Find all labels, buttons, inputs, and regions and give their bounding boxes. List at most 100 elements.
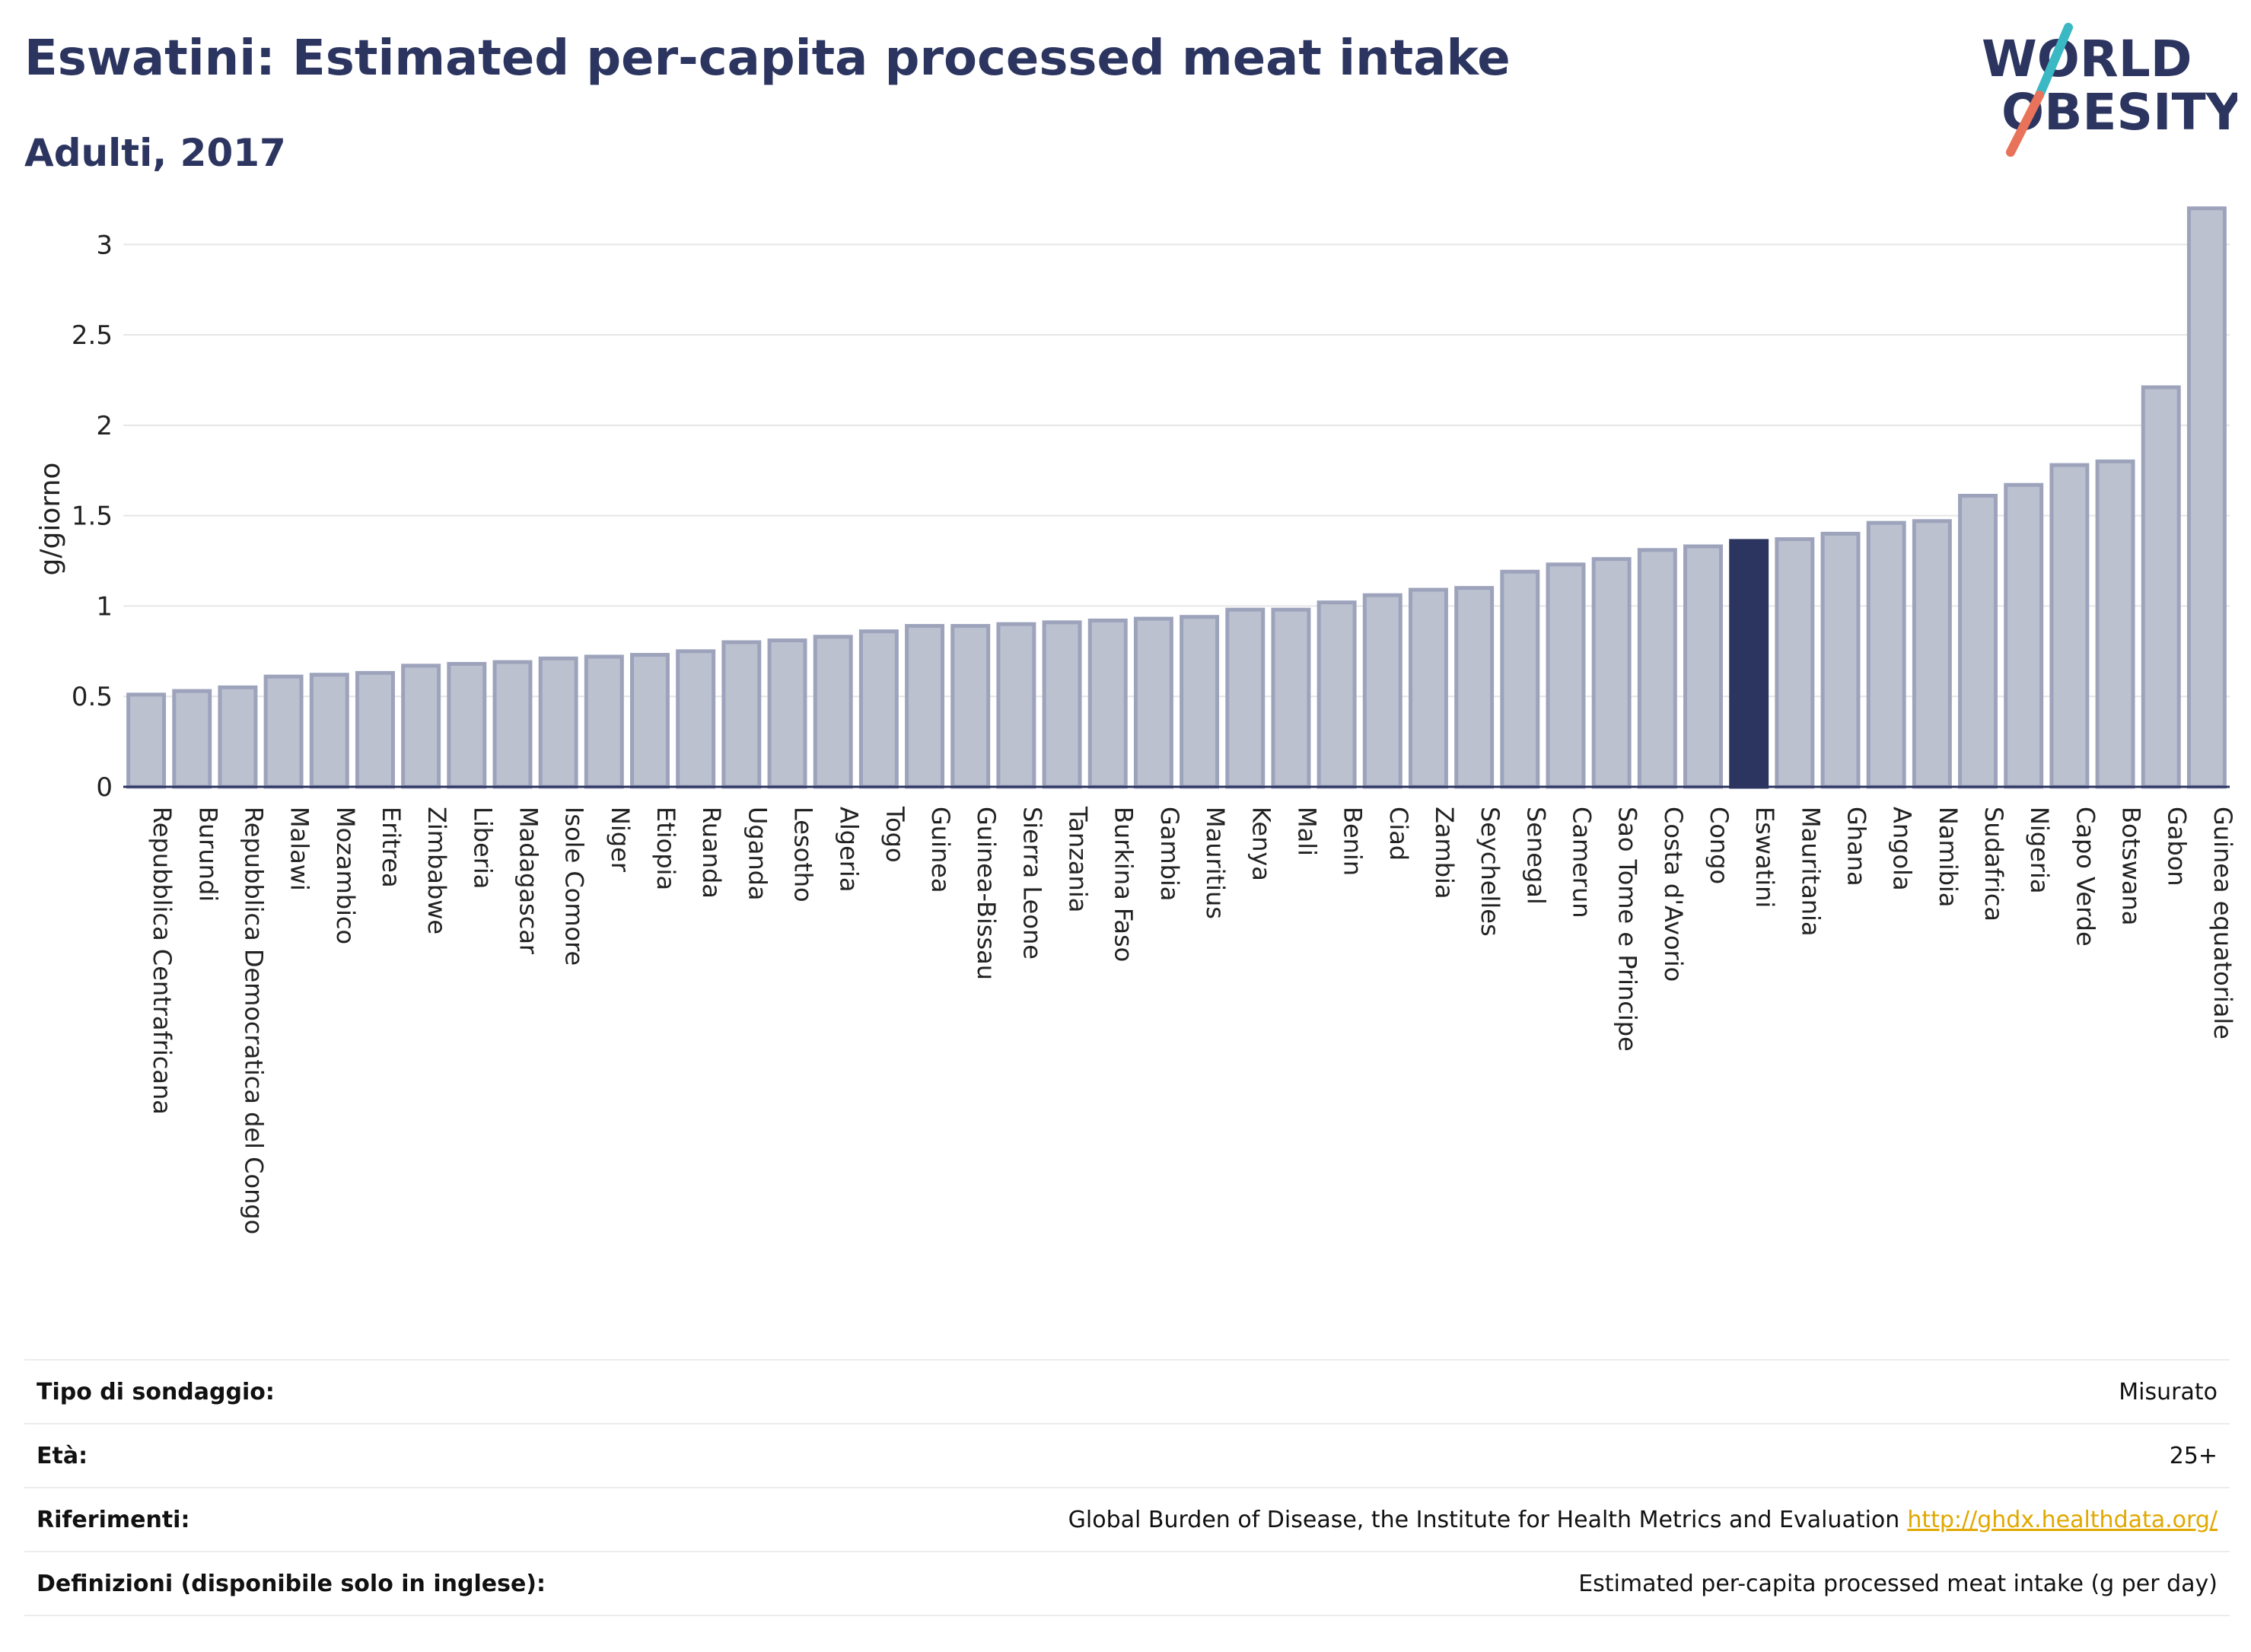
bar [858,629,899,789]
x-tick-label: Eritrea [377,807,406,888]
bar [1133,616,1173,789]
bar [1912,519,1952,789]
x-tick-label: Capo Verde [2071,807,2100,947]
reference-link[interactable]: http://ghdx.healthdata.org/ [1907,1507,2218,1533]
x-tick-label: Guinea [926,807,955,893]
chart-subtitle: Adulti, 2017 [24,131,286,175]
x-tick-label: Repubblica Democratica del Congo [239,807,268,1234]
x-tick-label: Uganda [743,807,772,901]
info-row-definitions: Definizioni (disponibile solo in inglese… [24,1551,2230,1616]
x-tick-label: Seychelles [1476,807,1504,937]
x-tick-label: Angola [1888,807,1917,891]
bar-chart: 0 0.5 1 1.5 2 2.5 3 Repubblica Centrafricana Bur… [35,206,2237,1234]
x-tick-label: Niger [606,807,635,873]
logo-line1: WORLD [1982,30,2192,88]
x-tick-label: Repubblica Centrafricana [148,807,177,1115]
info-row-survey-type: Tipo di sondaggio: Misurato [24,1359,2230,1423]
bar [630,653,670,789]
bar [996,622,1036,789]
x-tick-label: Mali [1292,807,1321,856]
info-row-references: Riferimenti: Global Burden of Disease, t… [24,1487,2230,1551]
y-tick-label: 2 [96,411,113,441]
bar [1317,600,1357,789]
bar [126,692,167,789]
y-tick-label: 3 [96,230,113,260]
info-label: Definizioni (disponibile solo in inglese… [37,1571,546,1597]
axes: 0 0.5 1 1.5 2 2.5 3 Repubblica Centrafricana Bur… [72,230,2237,1234]
info-value: Estimated per-capita processed meat inta… [1578,1571,2218,1597]
bar [1546,562,1586,789]
info-table: Tipo di sondaggio: Misurato Età: 25+ Rif… [24,1359,2230,1616]
info-label: Età: [37,1443,88,1469]
bar [1042,620,1082,789]
x-tick-label: Mauritania [1796,807,1825,936]
y-tick-label: 1 [96,591,113,622]
info-row-age: Età: 25+ [24,1423,2230,1487]
logo-slash-top-icon [2035,23,2073,100]
info-value: 25+ [2169,1443,2218,1469]
info-value-with-link: Global Burden of Disease, the Institute … [1068,1507,2218,1533]
bars [126,206,2227,789]
bar [2049,463,2090,789]
bar [1454,586,1495,789]
x-tick-label: Isole Comore [560,807,589,966]
bar [1820,531,1861,789]
x-tick-label: Benin [1339,807,1367,876]
x-tick-label: Lesotho [789,807,818,902]
bar [2186,206,2227,789]
bar-highlight [1729,539,1769,789]
bar [263,674,304,789]
x-tick-label: Sierra Leone [1017,807,1046,960]
world-obesity-logo: WORLD OBESITY [1982,23,2237,157]
x-tick-label: Gambia [1155,807,1184,901]
x-tick-label: Algeria [835,807,864,892]
y-axis-label: g/giorno [35,463,66,576]
x-tick-label: Kenya [1246,807,1275,881]
x-tick-label: Burundi [193,807,222,902]
bar [2141,385,2181,789]
bar [1591,557,1632,789]
x-tick-label: Camerun [1567,807,1596,918]
bar [401,664,441,789]
bar [355,670,395,789]
bar [172,689,212,789]
info-label: Riferimenti: [37,1507,190,1533]
bar [1362,593,1402,789]
reference-text: Global Burden of Disease, the Institute … [1068,1507,1900,1533]
x-tick-label: Costa d'Avorio [1659,807,1688,982]
bar [584,654,624,789]
x-tick-label: Etiopia [651,807,680,890]
x-tick-label: Togo [880,806,909,863]
bar [1958,494,1998,789]
x-tick-label: Tanzania [1064,806,1093,912]
bar [813,635,853,789]
x-tick-label: Madagascar [514,807,543,955]
bar [218,685,258,789]
bar [309,673,349,789]
bar [1271,607,1311,789]
x-tick-label: Ruanda [697,807,726,899]
y-tick-label: 1.5 [72,501,113,532]
bar [2095,459,2135,789]
bar [905,624,945,789]
bar [1087,618,1128,789]
x-tick-label: Nigeria [2025,807,2054,893]
x-tick-label: Guinea equatoriale [2208,807,2237,1039]
bar [1225,607,1266,789]
bar [767,638,807,789]
x-tick-label: Sudafrica [1979,807,2008,921]
x-tick-label: Ghana [1842,807,1871,886]
x-tick-label: Congo [1705,807,1734,884]
y-tick-label: 2.5 [72,320,113,351]
x-tick-label: Ciad [1384,807,1413,861]
x-tick-label: Burkina Faso [1110,807,1138,962]
x-tick-label: Liberia [468,807,497,889]
x-tick-label: Malawi [285,807,314,891]
info-value: Misurato [2119,1379,2218,1405]
x-tick-label: Guinea-Bissau [972,807,1001,980]
info-label: Tipo di sondaggio: [37,1379,275,1405]
y-tick-label: 0.5 [72,682,113,712]
bar [676,649,716,789]
x-tick-label: Gabon [2163,807,2192,886]
bar [2004,482,2044,789]
